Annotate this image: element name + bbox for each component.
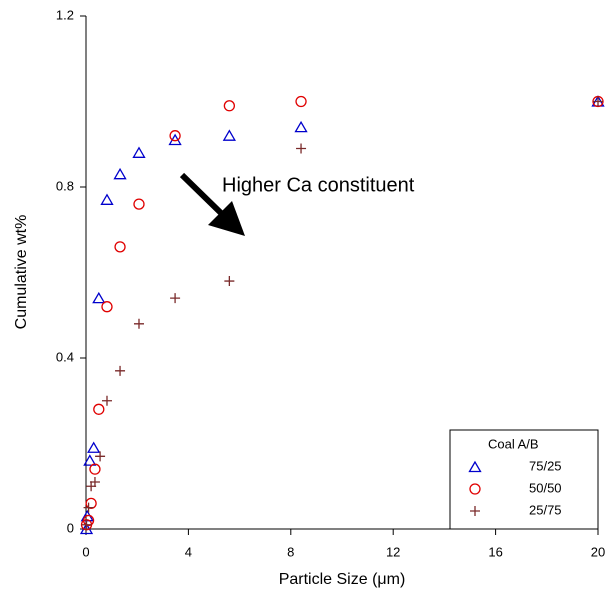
x-axis-title: Particle Size (μm): [279, 571, 406, 588]
point: [101, 301, 113, 313]
legend-marker: [470, 506, 480, 516]
point: [132, 146, 146, 158]
point: [222, 129, 236, 141]
point: [83, 502, 94, 513]
point: [223, 100, 236, 112]
point: [295, 95, 307, 108]
legend-label: 50/50: [529, 480, 562, 495]
point: [89, 463, 101, 475]
point: [133, 198, 145, 210]
y-axis-title: Cumulative wt%: [13, 215, 30, 330]
point: [294, 120, 308, 133]
point: [93, 403, 105, 415]
y-tick-label: 0.4: [56, 349, 74, 364]
point: [114, 241, 126, 253]
point: [82, 514, 95, 527]
arrow: [179, 172, 245, 236]
legend-marker: [468, 460, 482, 473]
x-tick-label: 20: [591, 544, 605, 559]
y-tick-label: 0: [67, 520, 74, 535]
point: [81, 519, 92, 530]
point: [101, 395, 112, 406]
point: [87, 441, 101, 453]
point: [296, 143, 307, 154]
y-tick-label: 1.2: [56, 7, 74, 22]
legend-label: 25/75: [529, 502, 562, 517]
point: [113, 167, 127, 180]
point: [170, 293, 181, 304]
point: [89, 476, 100, 487]
point: [83, 454, 97, 466]
point: [92, 291, 106, 304]
point: [100, 193, 114, 205]
point: [169, 130, 181, 142]
point: [115, 365, 126, 376]
point: [85, 497, 97, 510]
point: [133, 318, 144, 329]
y-tick-label: 0.8: [56, 178, 74, 193]
x-tick-label: 12: [386, 544, 400, 559]
point: [593, 96, 603, 107]
legend-label: 75/25: [529, 458, 562, 473]
annotation: Higher Ca constituent: [222, 174, 415, 196]
x-tick-label: 16: [488, 544, 502, 559]
point: [224, 276, 235, 287]
x-tick-label: 0: [82, 544, 89, 559]
legend-title: Coal A/B: [488, 436, 539, 451]
x-tick-label: 8: [287, 544, 294, 559]
x-tick-label: 4: [185, 544, 192, 559]
point: [95, 451, 106, 462]
legend-marker: [469, 483, 481, 495]
